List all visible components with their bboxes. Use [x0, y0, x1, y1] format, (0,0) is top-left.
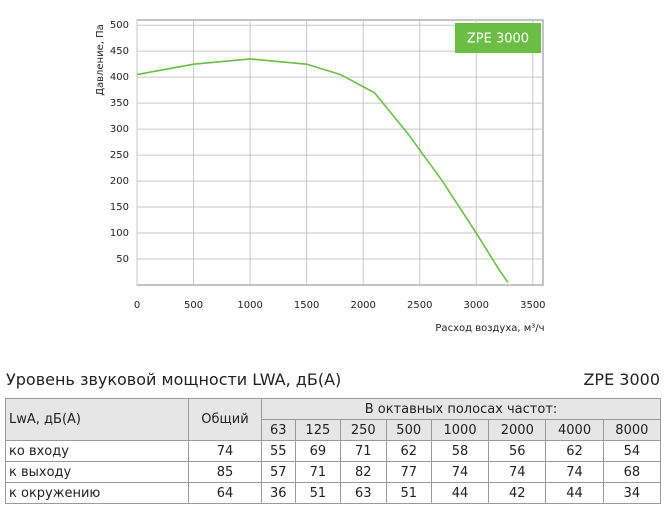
value-cell: 54 [602, 440, 662, 462]
header-row: 63 125 250 500 1000 2000 4000 8000 [6, 419, 662, 441]
data-row: ко входу 74 55 69 71 62 58 56 62 54 [5, 440, 662, 462]
value-cell: 55 [261, 440, 296, 462]
x-tick-label: 1000 [237, 300, 262, 311]
value-cell: 42 [488, 482, 547, 504]
band-cell: 1000 [430, 419, 490, 441]
table-title-row: Уровень звуковой мощности LWA, дБ(A) ZPE… [6, 370, 660, 392]
y-axis-label: Давление, Па [95, 24, 106, 96]
value-cell: 82 [340, 461, 387, 483]
plot-area [136, 19, 544, 286]
value-cell: 85 [188, 461, 262, 483]
row-label: ко входу [5, 440, 189, 462]
y-tick-label: 400 [110, 72, 129, 83]
x-tick-label: 3500 [520, 300, 545, 311]
value-cell: 69 [294, 440, 342, 462]
legend-label: ZPE 3000 [467, 32, 529, 47]
y-tick-label: 100 [110, 228, 129, 239]
value-cell: 62 [385, 440, 432, 462]
value-cell: 62 [545, 440, 604, 462]
value-cell: 71 [294, 461, 342, 483]
value-cell: 36 [261, 482, 296, 504]
band-cell: 63 [261, 419, 296, 441]
x-tick-label: 2500 [407, 300, 432, 311]
value-cell: 71 [340, 440, 387, 462]
table-model: ZPE 3000 [583, 370, 660, 389]
band-cell: 4000 [545, 419, 604, 441]
value-cell: 56 [488, 440, 547, 462]
band-cell: 125 [294, 419, 342, 441]
value-cell: 44 [430, 482, 490, 504]
header-row: LwA, дБ(A) Общий В октавных полосах частот… [5, 398, 661, 441]
header-cell: Общий [188, 398, 262, 441]
header-cell: LwA, дБ(A) [5, 398, 189, 441]
value-cell: 74 [488, 461, 547, 483]
value-cell: 51 [385, 482, 432, 504]
band-cell: 500 [385, 419, 432, 441]
legend-box [455, 23, 541, 53]
y-tick-label: 350 [110, 98, 129, 109]
table-title: Уровень звуковой мощности LWA, дБ(A) [6, 370, 342, 389]
value-cell: 57 [261, 461, 296, 483]
y-tick-label: 250 [110, 150, 129, 161]
band-cell: 2000 [488, 419, 547, 441]
value-cell: 51 [294, 482, 342, 504]
value-cell: 58 [430, 440, 490, 462]
row-label: к окружению [5, 482, 189, 504]
curve [136, 58, 509, 283]
value-cell: 34 [602, 482, 662, 504]
x-tick-label: 0 [134, 300, 140, 311]
data-row: к выходу 85 57 71 82 77 74 74 74 68 [5, 461, 662, 483]
y-tick-label: 300 [110, 124, 129, 135]
row-label: к выходу [5, 461, 189, 483]
y-tick-label: 450 [110, 46, 129, 57]
value-cell: 74 [430, 461, 490, 483]
band-cell: 250 [340, 419, 387, 441]
x-tick-label: 1500 [294, 300, 319, 311]
header-cell: В октавных полосах частот: [261, 398, 661, 420]
value-cell: 63 [340, 482, 387, 504]
value-cell: 74 [545, 461, 604, 483]
value-cell: 64 [188, 482, 262, 504]
y-tick-label: 200 [110, 176, 129, 187]
y-tick-label: 150 [110, 202, 129, 213]
value-cell: 74 [188, 440, 262, 462]
x-tick-label: 500 [184, 300, 203, 311]
chart: Давление, Па Расход воздуха, м³/ч 50 100 1… [95, 19, 546, 334]
band-cell: 8000 [602, 419, 662, 441]
value-cell: 77 [385, 461, 432, 483]
value-cell: 68 [602, 461, 662, 483]
sound-table: LwA, дБ(A) Общий В октавных полосах частот… [5, 398, 662, 504]
y-tick-label: 500 [110, 20, 129, 31]
x-tick-label: 2000 [350, 300, 375, 311]
x-tick-label: 3000 [464, 300, 489, 311]
y-tick-label: 50 [116, 254, 129, 265]
value-cell: 44 [545, 482, 604, 504]
x-axis-label: Расход воздуха, м³/ч [435, 323, 544, 334]
data-row: к окружению 64 36 51 63 51 44 42 44 34 [5, 482, 662, 504]
